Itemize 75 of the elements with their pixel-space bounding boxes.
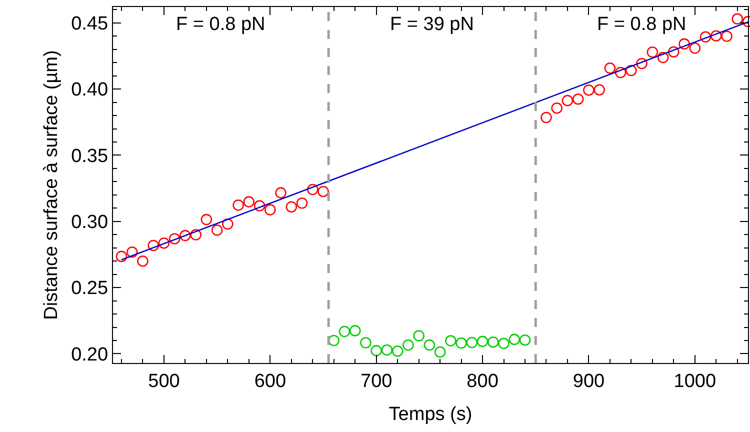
point [572,93,584,105]
point [657,52,669,64]
point [646,46,658,58]
point [445,335,456,346]
point [721,30,732,42]
point [148,240,159,252]
point [222,218,234,230]
point [306,184,318,196]
point [200,214,212,226]
point [413,330,424,342]
point [710,30,722,42]
point [626,64,637,76]
point [476,336,488,348]
point [594,84,605,96]
x-tick-label: 700 [360,370,392,392]
point [604,62,616,74]
y-tick-label: 0.45 [71,14,108,35]
x-tick-label: 800 [466,370,498,392]
point [275,187,286,198]
point [519,334,531,346]
point [349,325,361,336]
annotation: F = 0.8 pN [176,14,266,35]
point [614,66,626,78]
point [158,237,170,249]
point [338,326,350,338]
x-axis-title: Temps (s) [388,404,472,425]
point [540,112,552,124]
point [488,336,499,348]
x-tick-label: 600 [254,370,286,392]
x-tick-label: 500 [148,370,180,392]
point [286,201,298,212]
point [562,94,574,106]
point [508,334,520,346]
point [551,102,563,114]
y-tick-label: 0.20 [71,344,108,366]
point [381,344,393,356]
point [126,246,138,258]
point [732,13,744,25]
point [456,337,467,349]
point [678,38,690,50]
point [424,339,436,351]
point [392,345,404,357]
point [328,334,340,346]
point [211,224,223,236]
point [370,345,382,356]
annotation: F = 39 pN [390,14,474,35]
point [689,42,701,54]
point [168,233,180,244]
annotation: F = 0.8 pN [597,14,686,35]
point [296,197,308,209]
y-tick-label: 0.35 [71,146,108,167]
point [700,31,712,43]
point [668,46,680,58]
point [264,204,276,216]
x-tick-label: 1000 [674,370,716,392]
y-tick-label: 0.40 [71,80,108,101]
y-tick-label: 0.25 [71,278,108,300]
point [434,346,446,358]
point [498,338,510,350]
point [137,255,148,267]
y-axis-title: Distance surface à surface (µm) [40,50,62,320]
x-tick-label: 900 [572,370,605,392]
point [190,229,202,240]
point [360,337,372,348]
point [636,58,648,70]
point [318,186,329,198]
point [232,199,244,211]
point [116,250,128,262]
y-tick-label: 0.30 [71,212,108,234]
point [402,339,414,351]
point [254,200,266,212]
point [583,84,594,96]
point [180,230,191,242]
point [466,336,478,348]
point [243,196,255,208]
